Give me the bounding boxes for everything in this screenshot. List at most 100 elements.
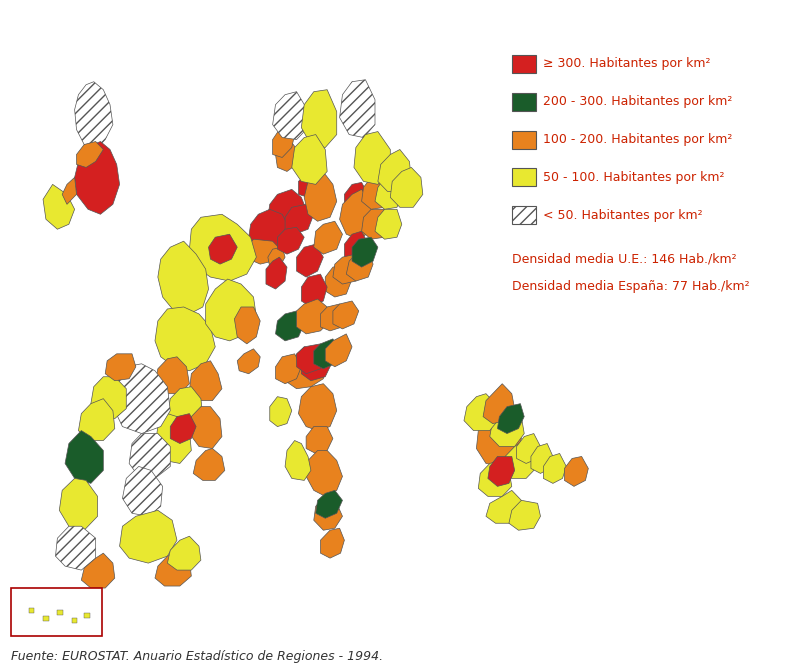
Polygon shape [273,125,295,157]
Polygon shape [123,466,163,516]
Polygon shape [314,496,343,530]
Polygon shape [285,204,314,234]
Polygon shape [298,384,336,430]
Polygon shape [43,184,75,229]
Polygon shape [306,427,333,454]
Polygon shape [320,528,344,558]
Polygon shape [171,414,196,444]
Polygon shape [206,279,257,341]
Polygon shape [266,257,287,289]
Polygon shape [296,344,327,374]
Text: 100 - 200. Habitantes por km²: 100 - 200. Habitantes por km² [544,133,732,146]
Bar [512,168,536,186]
Polygon shape [190,407,222,448]
Polygon shape [57,610,63,615]
Polygon shape [247,239,282,264]
Polygon shape [346,251,373,281]
Bar [512,131,536,149]
Polygon shape [190,214,257,281]
Polygon shape [65,430,104,484]
Bar [512,93,536,111]
Polygon shape [391,167,423,207]
Text: 50 - 100. Habitantes por km²: 50 - 100. Habitantes por km² [544,171,724,184]
Polygon shape [91,377,126,419]
Polygon shape [296,244,324,277]
Polygon shape [155,357,190,394]
Polygon shape [564,456,588,486]
Polygon shape [113,364,171,434]
Polygon shape [276,354,301,384]
Text: Fuente: EUROSTAT. Anuario Estadístico de Regiones - 1994.: Fuente: EUROSTAT. Anuario Estadístico de… [11,650,383,663]
Polygon shape [378,149,411,191]
Polygon shape [273,92,308,140]
Polygon shape [209,234,238,264]
Polygon shape [81,553,115,588]
Polygon shape [77,142,104,167]
Polygon shape [301,90,336,147]
Polygon shape [320,304,346,331]
Polygon shape [362,177,391,209]
Polygon shape [316,490,343,518]
Polygon shape [325,264,352,297]
Polygon shape [43,616,49,621]
Polygon shape [340,80,375,138]
Polygon shape [249,209,289,249]
Polygon shape [314,221,343,254]
Polygon shape [268,189,306,231]
Polygon shape [276,311,304,341]
Polygon shape [298,171,320,197]
Polygon shape [268,247,285,267]
Polygon shape [75,82,113,149]
Polygon shape [105,354,135,381]
Polygon shape [238,349,260,374]
Text: Densidad media España: 77 Hab./km²: Densidad media España: 77 Hab./km² [512,280,749,293]
Polygon shape [344,231,368,261]
Polygon shape [486,490,524,523]
Polygon shape [285,347,327,389]
Polygon shape [509,500,540,530]
Polygon shape [352,237,378,267]
Polygon shape [277,227,304,254]
Polygon shape [155,414,191,464]
Polygon shape [269,397,292,427]
Polygon shape [464,394,500,430]
Polygon shape [62,177,77,204]
Polygon shape [544,454,567,484]
Polygon shape [285,440,311,480]
Polygon shape [304,174,336,221]
Text: 200 - 300. Habitantes por km²: 200 - 300. Habitantes por km² [544,95,732,108]
Polygon shape [477,411,521,466]
Text: ≥ 300. Habitantes por km²: ≥ 300. Habitantes por km² [544,57,711,71]
Text: < 50. Habitantes por km²: < 50. Habitantes por km² [544,208,703,222]
Polygon shape [167,387,202,428]
Polygon shape [56,526,96,570]
Polygon shape [502,438,538,478]
Polygon shape [340,189,375,239]
Polygon shape [362,209,391,239]
Polygon shape [375,209,402,239]
Bar [512,55,536,73]
Polygon shape [167,536,201,570]
Polygon shape [120,510,177,563]
Polygon shape [193,448,225,480]
Polygon shape [129,434,171,478]
Polygon shape [59,478,97,530]
Bar [11,588,102,636]
Polygon shape [531,444,553,474]
Polygon shape [72,618,77,623]
Polygon shape [333,254,362,284]
Polygon shape [516,434,540,464]
Polygon shape [306,450,343,496]
Polygon shape [276,143,298,171]
Polygon shape [155,307,215,371]
Polygon shape [490,407,524,446]
Polygon shape [296,299,330,334]
Polygon shape [333,301,359,329]
Polygon shape [29,608,34,613]
Polygon shape [158,241,209,314]
Polygon shape [292,135,327,184]
Polygon shape [497,404,524,434]
Polygon shape [375,177,402,209]
Polygon shape [325,334,352,367]
Polygon shape [344,182,368,211]
